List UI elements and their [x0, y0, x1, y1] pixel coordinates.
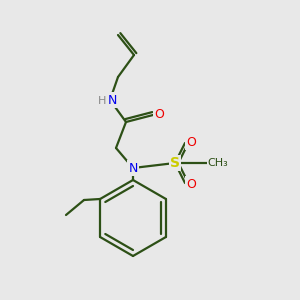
Text: O: O	[186, 136, 196, 148]
Text: S: S	[170, 156, 180, 170]
Text: CH₃: CH₃	[208, 158, 228, 168]
Text: O: O	[186, 178, 196, 190]
Text: N: N	[128, 161, 138, 175]
Text: H: H	[98, 96, 106, 106]
Text: O: O	[154, 109, 164, 122]
Text: N: N	[107, 94, 117, 106]
